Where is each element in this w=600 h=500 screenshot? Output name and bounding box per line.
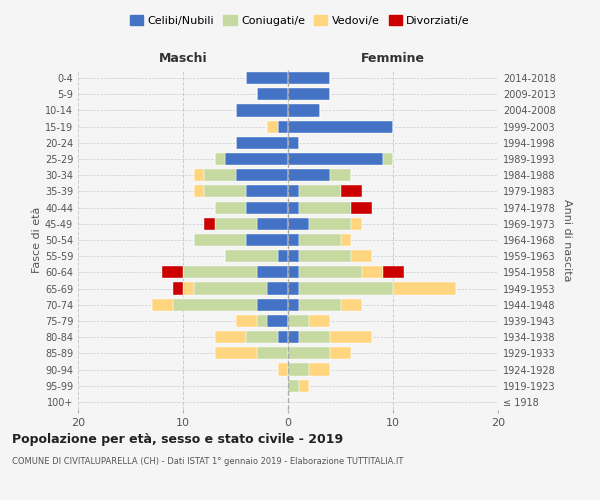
Bar (215, 153, 225, 165)
Bar (288, 186, 299, 198)
Bar (309, 315, 330, 327)
Bar (215, 202, 246, 213)
Text: Popolazione per età, sesso e stato civile - 2019: Popolazione per età, sesso e stato civil… (12, 432, 343, 446)
Bar (225, 153, 288, 165)
Bar (288, 153, 383, 165)
Bar (288, 120, 393, 132)
Bar (299, 282, 393, 294)
Bar (351, 202, 372, 213)
Bar (204, 169, 235, 181)
Y-axis label: Anni di nascita: Anni di nascita (562, 198, 572, 281)
Bar (225, 250, 277, 262)
Text: Femmine: Femmine (361, 52, 425, 65)
Bar (235, 104, 288, 117)
Bar (246, 202, 288, 213)
Bar (204, 186, 246, 198)
Bar (246, 234, 288, 246)
Bar (383, 266, 404, 278)
Bar (288, 266, 299, 278)
Bar (309, 364, 330, 376)
Bar (193, 282, 267, 294)
Bar (288, 202, 299, 213)
Bar (193, 234, 246, 246)
Bar (299, 250, 351, 262)
Bar (299, 202, 351, 213)
Bar (299, 266, 361, 278)
Bar (288, 250, 299, 262)
Bar (257, 88, 288, 101)
Bar (341, 234, 351, 246)
Bar (330, 331, 372, 343)
Bar (288, 234, 299, 246)
Bar (246, 186, 288, 198)
Bar (299, 234, 341, 246)
Bar (257, 315, 267, 327)
Bar (288, 380, 299, 392)
Legend: Celibi/Nubili, Coniugati/e, Vedovi/e, Divorziati/e: Celibi/Nubili, Coniugati/e, Vedovi/e, Di… (125, 10, 475, 30)
Bar (173, 282, 183, 294)
Bar (288, 88, 330, 101)
Bar (288, 298, 299, 311)
Bar (257, 218, 288, 230)
Text: COMUNE DI CIVITALUPARELLA (CH) - Dati ISTAT 1° gennaio 2019 - Elaborazione TUTTI: COMUNE DI CIVITALUPARELLA (CH) - Dati IS… (12, 458, 403, 466)
Bar (183, 282, 193, 294)
Bar (277, 331, 288, 343)
Bar (257, 348, 288, 360)
Bar (288, 315, 309, 327)
Bar (235, 315, 257, 327)
Bar (267, 315, 288, 327)
Bar (257, 298, 288, 311)
Bar (341, 186, 361, 198)
Text: Maschi: Maschi (158, 52, 208, 65)
Bar (162, 266, 183, 278)
Bar (299, 380, 309, 392)
Bar (288, 218, 309, 230)
Bar (151, 298, 173, 311)
Bar (246, 331, 277, 343)
Bar (215, 348, 257, 360)
Bar (173, 298, 257, 311)
Bar (299, 298, 341, 311)
Y-axis label: Fasce di età: Fasce di età (32, 207, 42, 273)
Bar (288, 364, 309, 376)
Bar (288, 104, 320, 117)
Bar (383, 153, 393, 165)
Bar (183, 266, 257, 278)
Bar (361, 266, 383, 278)
Bar (257, 266, 288, 278)
Bar (193, 169, 204, 181)
Bar (288, 72, 330, 84)
Bar (267, 282, 288, 294)
Bar (204, 218, 215, 230)
Bar (246, 72, 288, 84)
Bar (277, 120, 288, 132)
Bar (299, 186, 341, 198)
Bar (215, 218, 257, 230)
Bar (330, 348, 351, 360)
Bar (351, 218, 361, 230)
Bar (277, 364, 288, 376)
Bar (193, 186, 204, 198)
Bar (235, 169, 288, 181)
Bar (288, 348, 330, 360)
Bar (267, 120, 277, 132)
Bar (299, 331, 330, 343)
Bar (330, 169, 351, 181)
Bar (215, 331, 246, 343)
Bar (341, 298, 361, 311)
Bar (235, 137, 288, 149)
Bar (288, 282, 299, 294)
Bar (288, 137, 299, 149)
Bar (288, 331, 299, 343)
Bar (288, 169, 330, 181)
Bar (277, 250, 288, 262)
Bar (351, 250, 372, 262)
Bar (309, 218, 351, 230)
Bar (393, 282, 456, 294)
